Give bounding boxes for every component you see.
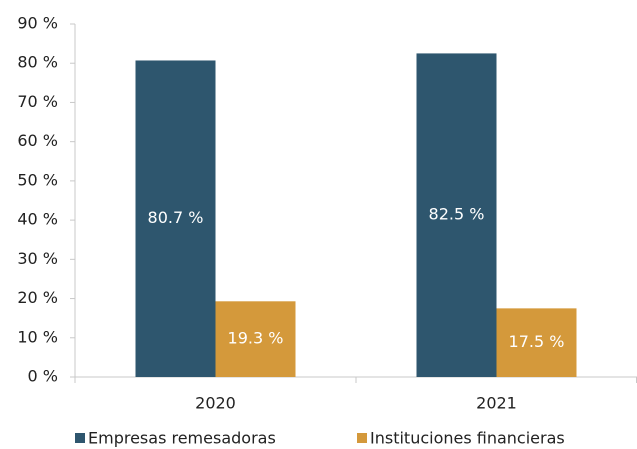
y-tick-label: 90 %: [17, 14, 58, 33]
y-tick-label: 50 %: [17, 170, 58, 189]
y-tick-label: 20 %: [17, 288, 58, 307]
legend-swatch: [357, 433, 367, 443]
data-label: 17.5 %: [509, 332, 565, 351]
legend-label: Empresas remesadoras: [88, 429, 276, 448]
data-label: 80.7 %: [148, 208, 204, 227]
legend-label: Instituciones financieras: [370, 429, 565, 448]
y-tick-label: 10 %: [17, 327, 58, 346]
bar: [215, 301, 296, 377]
x-tick-label: 2020: [195, 394, 236, 413]
y-tick-label: 40 %: [17, 210, 58, 229]
y-tick-label: 80 %: [17, 53, 58, 72]
bar: [135, 60, 216, 378]
y-tick-label: 30 %: [17, 249, 58, 268]
data-label: 19.3 %: [228, 329, 284, 348]
bar: [496, 308, 577, 377]
bar: [416, 53, 497, 378]
y-tick-label: 60 %: [17, 131, 58, 150]
y-tick-label: 70 %: [17, 92, 58, 111]
data-label: 82.5 %: [429, 205, 485, 224]
x-tick-label: 2021: [476, 394, 517, 413]
legend-swatch: [75, 433, 85, 443]
y-tick-label: 0 %: [28, 367, 58, 386]
